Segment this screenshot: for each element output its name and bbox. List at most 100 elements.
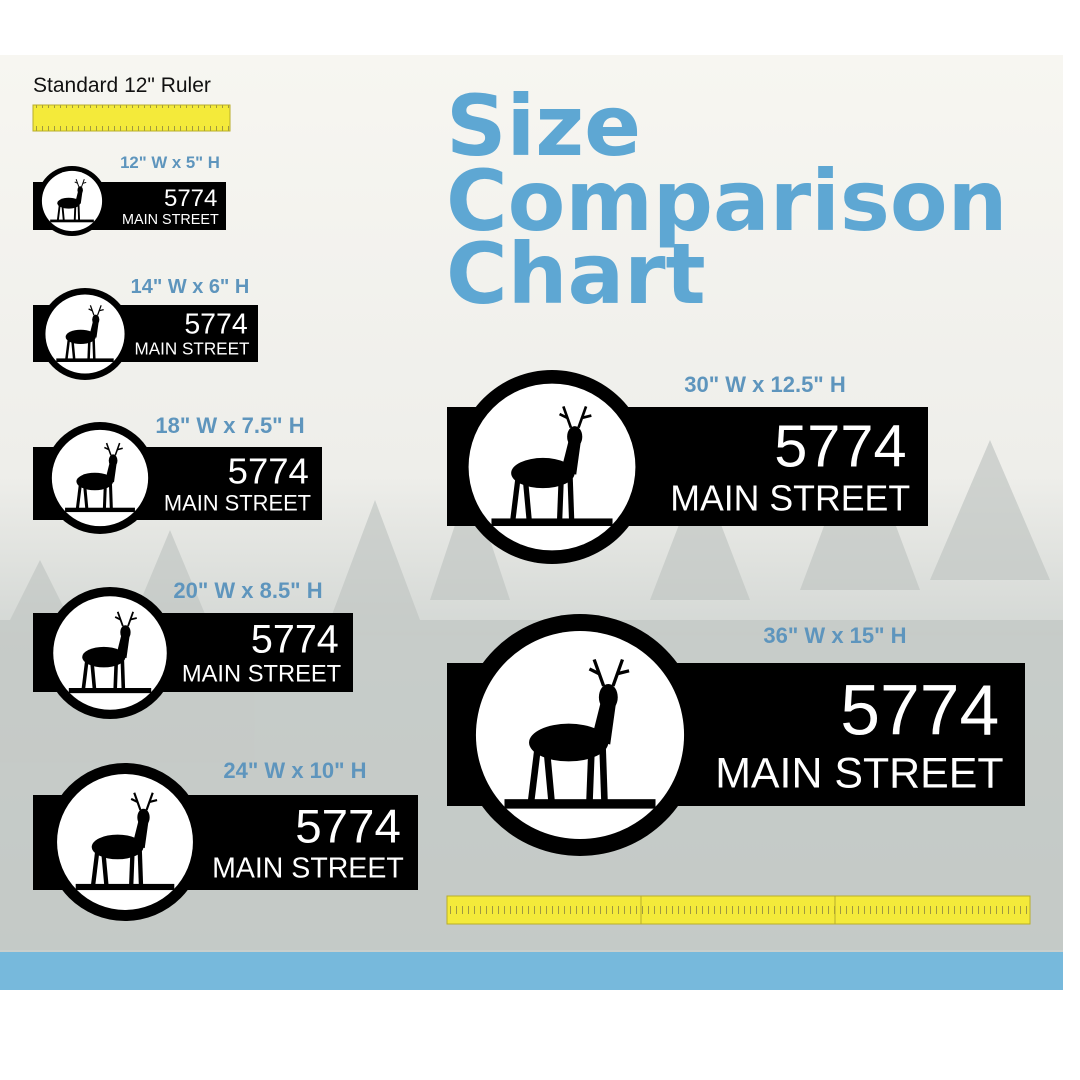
ruler [446, 895, 642, 925]
title-line: Comparison [446, 152, 1007, 250]
deer-leg [522, 480, 532, 522]
deer-icon [504, 658, 656, 809]
street-name: MAIN STREET [164, 491, 311, 516]
house-number: 5774 [251, 618, 339, 662]
deer-neck [561, 440, 581, 475]
ruler [32, 104, 231, 132]
ruler-label: Standard 12" Ruler [33, 74, 211, 97]
deer-leg [567, 478, 575, 522]
size-label: 18" W x 7.5" H [155, 413, 304, 438]
house-number: 5774 [228, 451, 309, 492]
deer-neck [89, 321, 99, 338]
grass [68, 688, 152, 694]
deer-leg [90, 850, 100, 887]
deer-head [108, 454, 118, 467]
title-line: Size [446, 77, 641, 175]
deer-antler [149, 799, 158, 803]
deer-head [77, 186, 83, 194]
deer-leg [77, 205, 81, 221]
deer-antler [82, 181, 87, 184]
deer-leg [90, 662, 97, 691]
deer-leg [108, 484, 113, 510]
grass [50, 219, 94, 223]
street-name: MAIN STREET [212, 853, 404, 885]
deer-antler [130, 617, 137, 621]
size-label: 24" W x 10" H [223, 758, 366, 783]
grass [65, 507, 135, 513]
ruler [834, 895, 1031, 925]
deer-neck [132, 820, 149, 849]
street-name: MAIN STREET [715, 749, 1003, 797]
deer-leg [92, 339, 96, 360]
size-label: 14" W x 6" H [131, 276, 250, 298]
footer-band [0, 952, 1063, 990]
deer-leg [137, 851, 144, 887]
deer-leg [65, 339, 71, 360]
deer-antler [74, 181, 78, 184]
deer-icon [50, 178, 94, 223]
size-label: 36" W x 15" H [763, 623, 906, 648]
grass [56, 358, 114, 362]
street-name: MAIN STREET [670, 479, 910, 519]
deer-leg [87, 341, 91, 360]
deer-head [598, 684, 618, 711]
ruler-row [446, 895, 1031, 925]
deer-icon [68, 611, 152, 694]
house-number: 5774 [295, 801, 401, 854]
deer-antler [617, 669, 630, 676]
street-name: MAIN STREET [135, 340, 250, 359]
deer-leg [71, 340, 76, 360]
deer-antler [88, 308, 93, 312]
deer-antler [588, 667, 600, 676]
deer-head [120, 625, 131, 640]
deer-antler [99, 308, 104, 312]
deer-leg [599, 749, 608, 804]
deer-antler [104, 446, 110, 451]
street-name: MAIN STREET [182, 662, 341, 688]
deer-leg [129, 854, 135, 887]
deer-leg [61, 205, 65, 221]
deer-icon [65, 442, 135, 513]
deer-head [567, 426, 583, 448]
size-label: 30" W x 12.5" H [684, 372, 846, 397]
deer-neck [105, 462, 117, 483]
deer-head [92, 314, 100, 325]
deer-leg [83, 485, 89, 510]
deer-leg [120, 660, 126, 691]
deer-icon [491, 406, 613, 527]
size-label: 12" W x 5" H [120, 153, 220, 172]
deer-leg [73, 206, 77, 221]
deer-neck [75, 191, 83, 204]
grass [491, 518, 613, 527]
deer-neck [116, 634, 130, 659]
house-number: 5774 [840, 671, 999, 751]
deer-leg [113, 663, 118, 691]
size-label: 20" W x 8.5" H [173, 578, 322, 603]
deer-head [137, 808, 150, 826]
ruler [640, 895, 836, 925]
house-number: 5774 [164, 185, 217, 212]
grass [504, 799, 656, 809]
deer-leg [56, 204, 61, 221]
deer-leg [543, 751, 555, 804]
grass [75, 883, 175, 891]
title-line: Chart [446, 225, 706, 323]
deer-leg [102, 486, 107, 510]
deer-antler [581, 414, 592, 420]
deer-antler [117, 447, 123, 451]
deer-neck [591, 701, 616, 745]
deer-leg [527, 748, 541, 804]
deer-icon [56, 305, 114, 362]
deer-antler [130, 797, 138, 803]
deer-leg [586, 753, 595, 804]
deer-leg [81, 660, 89, 691]
deer-leg [75, 484, 82, 510]
